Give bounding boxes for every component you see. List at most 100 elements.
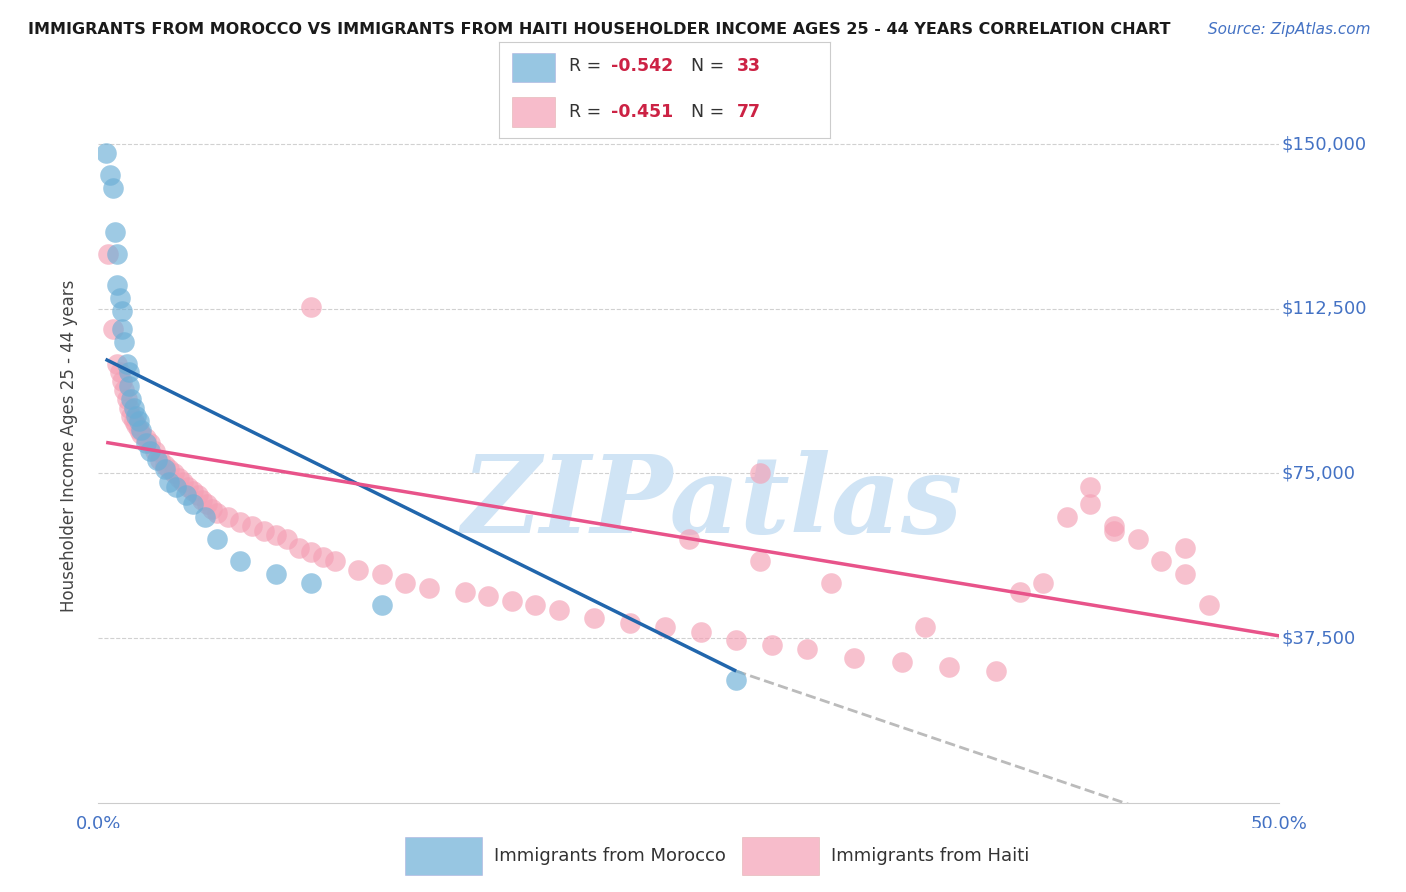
Text: Source: ZipAtlas.com: Source: ZipAtlas.com bbox=[1208, 22, 1371, 37]
Point bbox=[1126, 533, 1149, 547]
Y-axis label: Householder Income Ages 25 - 44 years: Householder Income Ages 25 - 44 years bbox=[59, 280, 77, 612]
Point bbox=[938, 659, 960, 673]
Point bbox=[796, 642, 818, 657]
Point bbox=[128, 423, 150, 437]
Point bbox=[205, 533, 228, 547]
Point bbox=[748, 554, 770, 568]
Text: Immigrants from Haiti: Immigrants from Haiti bbox=[831, 847, 1029, 865]
Point bbox=[253, 524, 276, 538]
Point bbox=[153, 462, 176, 476]
Point bbox=[118, 366, 141, 380]
Point bbox=[844, 651, 866, 665]
Point bbox=[101, 181, 124, 195]
Text: -0.451: -0.451 bbox=[612, 103, 673, 120]
Point bbox=[105, 277, 128, 292]
Point bbox=[1056, 510, 1078, 524]
Point bbox=[115, 392, 138, 406]
Text: N =: N = bbox=[690, 103, 730, 120]
Point bbox=[678, 533, 700, 547]
Point bbox=[129, 426, 152, 441]
Point bbox=[181, 497, 204, 511]
Point bbox=[299, 576, 322, 591]
Point bbox=[135, 435, 157, 450]
Point bbox=[1080, 480, 1102, 494]
Point bbox=[288, 541, 311, 555]
Point bbox=[129, 423, 152, 437]
Text: ZIPatlas: ZIPatlas bbox=[463, 450, 963, 556]
Point bbox=[299, 300, 322, 314]
Point bbox=[194, 510, 217, 524]
Point bbox=[524, 598, 547, 612]
Point bbox=[172, 475, 194, 490]
Point bbox=[477, 590, 499, 604]
Point bbox=[108, 366, 131, 380]
Point bbox=[105, 357, 128, 371]
Point bbox=[146, 453, 169, 467]
Point bbox=[725, 673, 748, 687]
Point bbox=[101, 321, 124, 335]
Point bbox=[312, 549, 335, 564]
Point bbox=[153, 458, 176, 472]
Point bbox=[201, 501, 224, 516]
Point bbox=[157, 475, 180, 490]
Point bbox=[229, 554, 252, 568]
Point bbox=[1174, 567, 1197, 582]
Point bbox=[689, 624, 711, 639]
Text: $37,500: $37,500 bbox=[1282, 629, 1355, 647]
Text: N =: N = bbox=[690, 57, 730, 76]
Point bbox=[1198, 598, 1220, 612]
Point bbox=[108, 291, 131, 305]
Point bbox=[299, 545, 322, 559]
Point bbox=[112, 383, 135, 397]
Point bbox=[583, 611, 606, 625]
Point bbox=[217, 510, 239, 524]
FancyBboxPatch shape bbox=[512, 97, 555, 127]
Point bbox=[139, 435, 162, 450]
Point bbox=[149, 453, 172, 467]
Point bbox=[240, 519, 263, 533]
Point bbox=[125, 418, 148, 433]
Point bbox=[174, 488, 197, 502]
Text: -0.542: -0.542 bbox=[612, 57, 673, 76]
Point bbox=[548, 602, 571, 616]
Point bbox=[748, 467, 770, 481]
Point bbox=[725, 633, 748, 648]
Point bbox=[914, 620, 936, 634]
Point bbox=[820, 576, 842, 591]
Point bbox=[654, 620, 676, 634]
Point bbox=[453, 585, 475, 599]
Point bbox=[1080, 497, 1102, 511]
Text: R =: R = bbox=[568, 57, 606, 76]
FancyBboxPatch shape bbox=[742, 838, 818, 875]
FancyBboxPatch shape bbox=[405, 838, 482, 875]
Point bbox=[118, 401, 141, 415]
Point bbox=[1174, 541, 1197, 555]
Point bbox=[165, 480, 187, 494]
Point bbox=[264, 528, 287, 542]
Point bbox=[761, 638, 783, 652]
Point bbox=[111, 321, 134, 335]
Point bbox=[195, 497, 218, 511]
Text: Immigrants from Morocco: Immigrants from Morocco bbox=[494, 847, 725, 865]
Point bbox=[125, 409, 148, 424]
Point bbox=[890, 655, 912, 669]
Point bbox=[118, 378, 141, 392]
Text: 77: 77 bbox=[737, 103, 761, 120]
Point bbox=[121, 392, 143, 406]
Point bbox=[229, 515, 252, 529]
Point bbox=[157, 462, 180, 476]
Text: 33: 33 bbox=[737, 57, 761, 76]
Text: $112,500: $112,500 bbox=[1282, 300, 1367, 318]
Point bbox=[371, 598, 394, 612]
Point bbox=[115, 357, 138, 371]
Point bbox=[98, 168, 121, 182]
Text: R =: R = bbox=[568, 103, 606, 120]
Point bbox=[323, 554, 346, 568]
Point bbox=[122, 401, 145, 415]
Point bbox=[984, 664, 1007, 678]
Point bbox=[1150, 554, 1173, 568]
Point bbox=[139, 444, 162, 458]
Point bbox=[121, 409, 143, 424]
Point bbox=[187, 488, 209, 502]
Point bbox=[394, 576, 416, 591]
